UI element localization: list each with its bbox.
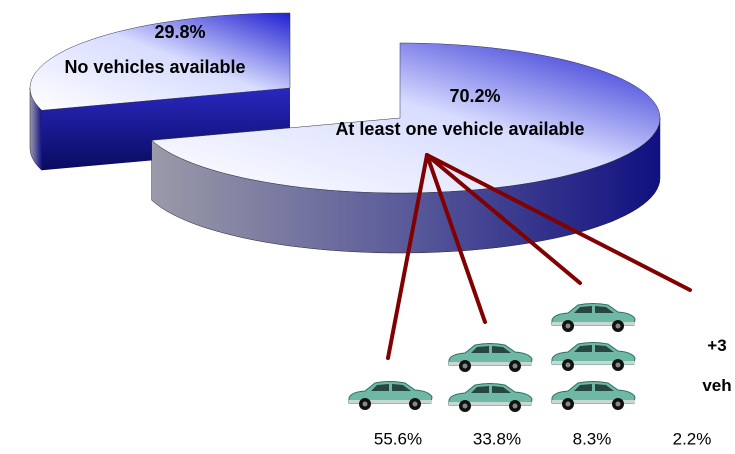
data-label: 8.3% [573, 429, 612, 448]
data-label: 55.6% [374, 429, 422, 448]
connector [425, 153, 692, 292]
car-icon [551, 342, 636, 372]
car-icon [551, 381, 636, 411]
slice-label: At least one vehicle available [335, 119, 584, 139]
car-icons [448, 343, 533, 413]
car-icons [551, 303, 636, 411]
car-icon [348, 381, 433, 411]
data-label: 2.2% [673, 429, 712, 448]
data-label: 70.2% [449, 86, 500, 106]
car-icons [348, 381, 433, 411]
pie-slice [151, 42, 661, 254]
category-label: +3 veh [702, 336, 732, 395]
connector [425, 153, 487, 324]
slice-label: No vehicles available [64, 57, 245, 77]
connector [386, 153, 429, 360]
data-label: 33.8% [473, 429, 521, 448]
car-icon [448, 343, 533, 373]
data-label: 29.8% [154, 22, 205, 42]
connector [425, 153, 582, 285]
car-icon [551, 303, 636, 333]
slice-top [151, 42, 661, 194]
car-icon [448, 383, 533, 413]
slice-top [29, 12, 291, 111]
